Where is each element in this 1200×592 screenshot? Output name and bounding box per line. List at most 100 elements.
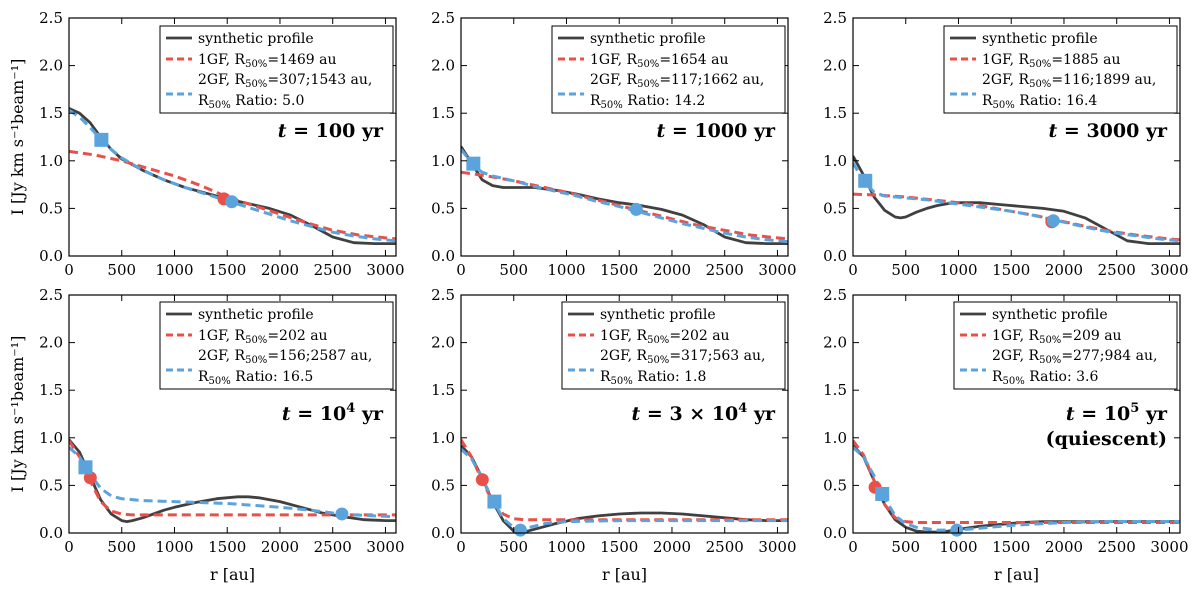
x-tick-label: 2000 [653, 538, 691, 556]
x-axis-label: r [au] [210, 565, 255, 584]
x-tick-label: 0 [64, 261, 74, 279]
y-tick-label: 0.5 [431, 476, 455, 494]
x-tick-label: 1500 [208, 261, 246, 279]
x-tick-label: 1500 [600, 538, 638, 556]
one-gf-line [69, 439, 396, 517]
x-tick-label: 1000 [155, 261, 193, 279]
one-gf-r50-marker [475, 473, 489, 487]
legend-synthetic-label: synthetic profile [590, 31, 706, 47]
two-gf-r50-inner-marker [78, 460, 93, 475]
y-tick-label: 1.5 [39, 381, 63, 399]
x-tick-label: 500 [107, 538, 136, 556]
legend-ratio-label: R50% Ratio: 16.4 [982, 93, 1097, 111]
x-tick-label: 1500 [208, 538, 246, 556]
one-gf-line [461, 438, 788, 522]
y-tick-label: 2.0 [823, 334, 847, 352]
two-gf-r50-inner-marker [466, 156, 481, 171]
two-gf-r50-inner-marker [858, 173, 873, 188]
legend-ratio-label: R50% Ratio: 3.6 [992, 369, 1098, 387]
x-tick-label: 2500 [1098, 538, 1136, 556]
legend-one-gf-label: 1GF, R50%=202 au [600, 328, 730, 346]
x-tick-label: 1000 [547, 261, 585, 279]
time-label: t = 1000 yr [657, 120, 776, 142]
two-gf-r50-outer-marker [950, 523, 964, 537]
x-tick-label: 0 [64, 538, 74, 556]
x-tick-label: 2500 [706, 538, 744, 556]
panel-2: 0 500 1000 1500 2000 2500 3000 0.0 0.5 1.0 1.5 2.0 2… [431, 9, 796, 279]
y-tick-label: 2.0 [39, 57, 63, 75]
time-label: t = 3 × 104 yr [632, 401, 776, 425]
panel-4: 0 500 1000 1500 2000 2500 3000 0.0 0.5 1.0 1.5 2.0 2… [8, 286, 405, 584]
y-tick-label: 1.5 [431, 104, 455, 122]
x-tick-label: 2000 [261, 538, 299, 556]
y-tick-label: 2.0 [823, 57, 847, 75]
x-tick-label: 1000 [155, 538, 193, 556]
panel-3: 0 500 1000 1500 2000 2500 3000 0.0 0.5 1.0 1.5 2.0 2… [823, 9, 1188, 279]
legend-ratio-label: R50% Ratio: 16.5 [198, 369, 313, 387]
y-tick-label: 1.0 [39, 429, 63, 447]
y-tick-label: 2.5 [823, 286, 847, 304]
axes-frame [68, 294, 397, 534]
x-tick-label: 0 [456, 538, 466, 556]
x-tick-label: 500 [499, 538, 528, 556]
y-tick-label: 1.0 [823, 152, 847, 170]
x-tick-label: 2000 [653, 261, 691, 279]
y-tick-label: 0.0 [39, 247, 63, 265]
y-tick-label: 1.5 [39, 104, 63, 122]
x-tick-label: 1500 [600, 261, 638, 279]
y-tick-label: 0.5 [823, 476, 847, 494]
legend-one-gf-label: 1GF, R50%=1469 au [198, 52, 337, 70]
legend-one-gf-label: 1GF, R50%=1654 au [590, 52, 729, 70]
y-tick-label: 2.0 [39, 334, 63, 352]
x-axis-label: r [au] [602, 565, 647, 584]
y-tick-label: 2.5 [431, 286, 455, 304]
y-tick-label: 2.5 [431, 9, 455, 27]
y-tick-label: 1.5 [431, 381, 455, 399]
axes-frame [460, 294, 789, 534]
x-tick-label: 1000 [547, 538, 585, 556]
legend-two-gf-label: 2GF, R50%=156;2587 au, [198, 348, 372, 366]
two-gf-r50-outer-marker [1046, 214, 1060, 228]
x-tick-label: 0 [456, 261, 466, 279]
y-tick-label: 1.0 [39, 152, 63, 170]
y-tick-label: 0.5 [39, 199, 63, 217]
one-gf-line [461, 170, 788, 241]
legend: synthetic profile 1GF, R50%=1469 au 2GF, R… [159, 25, 394, 114]
y-tick-label: 1.0 [431, 429, 455, 447]
y-tick-label: 1.0 [823, 429, 847, 447]
legend-two-gf-label: 2GF, R50%=317;563 au, [600, 348, 765, 366]
two-gf-r50-outer-marker [225, 195, 239, 209]
y-axis-label: I [Jy km s⁻¹beam⁻¹] [8, 336, 27, 493]
two-gf-line [853, 446, 1180, 532]
legend-synthetic-label: synthetic profile [198, 31, 314, 47]
axes-frame [460, 17, 789, 257]
x-tick-label: 2000 [1045, 261, 1083, 279]
two-gf-line [461, 148, 788, 244]
two-gf-r50-outer-marker [629, 202, 643, 216]
legend: synthetic profile 1GF, R50%=209 au 2GF, R5… [953, 301, 1178, 390]
panel-5: 0 500 1000 1500 2000 2500 3000 0.0 0.5 1.0 1.5 2.0 2… [431, 286, 796, 584]
x-tick-label: 500 [891, 261, 920, 279]
x-tick-label: 500 [891, 538, 920, 556]
legend-one-gf-label: 1GF, R50%=209 au [992, 328, 1122, 346]
time-label: t = 100 yr [278, 120, 384, 142]
two-gf-r50-inner-marker [94, 132, 109, 147]
axes-frame [852, 17, 1181, 257]
legend-ratio-label: R50% Ratio: 1.8 [600, 369, 706, 387]
y-tick-label: 2.5 [39, 9, 63, 27]
x-tick-label: 2000 [1045, 538, 1083, 556]
x-tick-label: 1500 [992, 261, 1030, 279]
x-tick-label: 3000 [366, 538, 404, 556]
legend-synthetic-label: synthetic profile [992, 307, 1108, 323]
x-tick-label: 500 [499, 261, 528, 279]
axes-frame [68, 17, 397, 257]
time-label: t = 104 yr [282, 401, 384, 425]
two-gf-line [69, 446, 396, 519]
y-tick-label: 1.5 [823, 381, 847, 399]
time-note: (quiescent) [1046, 428, 1167, 450]
legend-two-gf-label: 2GF, R50%=116;1899 au, [982, 72, 1156, 90]
legend-two-gf-label: 2GF, R50%=277;984 au, [992, 348, 1157, 366]
synthetic-profile-line [69, 438, 396, 523]
two-gf-line [461, 448, 788, 531]
